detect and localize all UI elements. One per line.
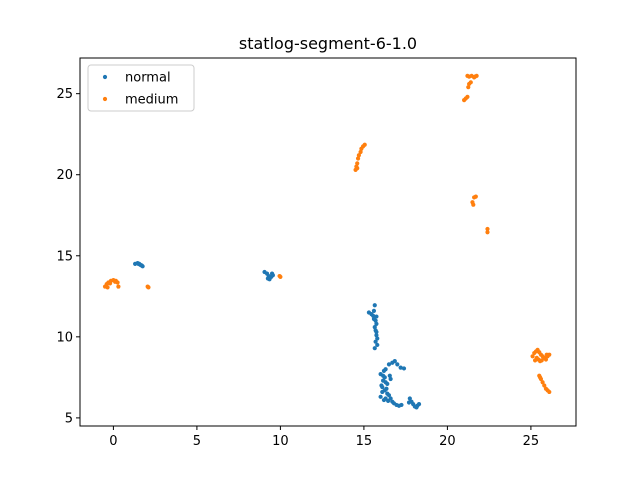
point-medium-57 <box>532 358 538 363</box>
point-normal-66 <box>407 396 412 401</box>
point-medium-23 <box>362 142 367 147</box>
point-normal-51 <box>399 402 404 408</box>
point-medium-35 <box>472 74 478 79</box>
point-medium-58 <box>539 358 544 363</box>
point-medium-24 <box>355 166 360 171</box>
point-medium-10 <box>107 281 113 286</box>
point-normal-28 <box>373 339 378 344</box>
chart-title: statlog-segment-6-1.0 <box>239 34 417 53</box>
y-tick-label-0: 5 <box>65 411 73 426</box>
point-normal-23 <box>374 321 379 326</box>
point-medium-7 <box>112 279 118 284</box>
point-normal-54 <box>383 367 388 372</box>
point-normal-57 <box>392 359 397 364</box>
point-normal-41 <box>380 384 385 390</box>
y-tick-label-1: 10 <box>56 330 73 345</box>
point-normal-7 <box>138 263 144 268</box>
point-normal-64 <box>382 388 387 393</box>
point-medium-38 <box>471 202 476 207</box>
point-medium-41 <box>485 226 490 232</box>
legend-label-normal: normal <box>125 71 171 86</box>
point-medium-66 <box>547 389 552 395</box>
point-medium-20 <box>358 149 363 155</box>
point-normal-61 <box>387 373 392 378</box>
legend-box <box>87 64 195 112</box>
x-tick-label-5: 25 <box>523 434 540 449</box>
point-medium-17 <box>355 161 360 166</box>
point-normal-32 <box>371 316 377 322</box>
point-normal-30 <box>375 342 380 348</box>
point-medium-42 <box>485 230 490 235</box>
x-tick-label-2: 10 <box>272 434 289 449</box>
point-normal-33 <box>378 394 383 399</box>
point-medium-18 <box>355 156 361 161</box>
y-tick-label-2: 15 <box>56 249 73 264</box>
point-medium-43 <box>530 354 535 359</box>
point-normal-73 <box>414 405 419 410</box>
x-tick-label-3: 15 <box>356 434 373 449</box>
point-medium-8 <box>105 285 110 290</box>
point-normal-60 <box>401 366 407 371</box>
point-medium-36 <box>465 73 470 78</box>
point-normal-53 <box>386 398 391 403</box>
point-medium-40 <box>473 194 478 199</box>
x-tick-label-0: 0 <box>109 434 117 449</box>
point-normal-52 <box>381 397 387 403</box>
points-layer <box>102 73 552 410</box>
point-normal-27 <box>375 336 380 341</box>
point-normal-19 <box>372 303 377 308</box>
legend: normal medium <box>87 64 195 112</box>
point-normal-24 <box>372 325 377 330</box>
point-medium-67 <box>537 375 543 380</box>
point-medium-9 <box>116 284 121 289</box>
point-normal-26 <box>374 333 379 338</box>
point-normal-20 <box>371 308 377 313</box>
point-medium-28 <box>466 85 471 90</box>
point-medium-51 <box>543 357 549 362</box>
point-normal-14 <box>265 276 270 281</box>
point-normal-18 <box>370 313 376 318</box>
point-normal-55 <box>386 362 392 367</box>
x-tick-label-1: 5 <box>193 434 201 449</box>
point-normal-15 <box>269 274 274 279</box>
legend-label-medium: medium <box>125 93 178 108</box>
point-normal-45 <box>386 393 392 398</box>
point-normal-29 <box>372 346 377 351</box>
point-normal-58 <box>395 362 400 367</box>
point-normal-72 <box>416 402 422 407</box>
point-normal-62 <box>385 381 390 386</box>
point-medium-14 <box>278 274 283 279</box>
point-normal-59 <box>398 365 403 370</box>
point-normal-31 <box>374 329 379 335</box>
point-medium-62 <box>540 380 545 385</box>
x-tick-label-4: 20 <box>439 434 456 449</box>
point-normal-63 <box>388 376 393 382</box>
point-medium-27 <box>465 94 470 100</box>
legend-marker-normal <box>102 74 108 80</box>
point-medium-63 <box>542 383 547 388</box>
point-medium-19 <box>356 153 361 158</box>
point-medium-34 <box>468 80 473 85</box>
plot-frame <box>79 57 577 427</box>
point-medium-12 <box>146 285 151 290</box>
point-medium-59 <box>544 352 549 357</box>
axes-layer: 0 5 10 15 20 25 5 10 15 20 25 <box>56 87 539 449</box>
y-tick-label-4: 25 <box>56 87 73 102</box>
legend-marker-medium <box>102 96 108 102</box>
y-tick-label-3: 20 <box>56 168 73 183</box>
point-normal-65 <box>381 373 386 378</box>
